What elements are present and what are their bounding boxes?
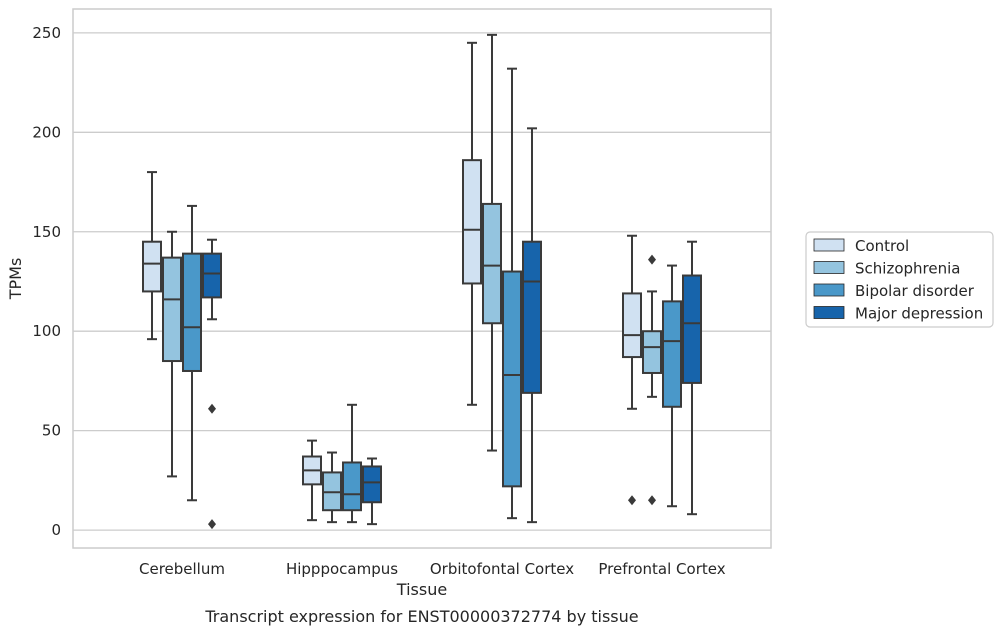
box-control-1 bbox=[302, 439, 322, 522]
box-iqr bbox=[682, 274, 702, 384]
box-bipolar-disorder-0 bbox=[182, 204, 202, 502]
y-tick-label-150: 150 bbox=[32, 223, 61, 241]
box-iqr bbox=[462, 159, 482, 285]
x-axis-label: Tissue bbox=[396, 580, 447, 599]
y-tick-label-0: 0 bbox=[51, 521, 61, 539]
box-schizophrenia-3 bbox=[642, 254, 662, 506]
legend-swatch-2 bbox=[813, 283, 845, 297]
x-tick-label-3: Prefrontal Cortex bbox=[598, 560, 725, 578]
box-bipolar-disorder-1 bbox=[342, 403, 362, 524]
x-tick-label-1: Hipppocampus bbox=[286, 560, 398, 578]
outlier-0 bbox=[628, 495, 636, 506]
legend-frame bbox=[805, 231, 994, 328]
box-iqr bbox=[482, 202, 502, 325]
chart-caption: Transcript expression for ENST0000037277… bbox=[204, 607, 638, 626]
box-major-depression-0 bbox=[202, 238, 222, 530]
x-tick-label-2: Orbitofontal Cortex bbox=[430, 560, 574, 578]
box-iqr bbox=[142, 240, 162, 293]
box-iqr bbox=[182, 252, 202, 372]
y-tick-label-200: 200 bbox=[32, 123, 61, 141]
outlier-1 bbox=[208, 519, 216, 530]
box-major-depression-1 bbox=[362, 457, 382, 526]
y-tick-labels: 0 50 100 150 200 250 bbox=[32, 24, 61, 539]
box-iqr bbox=[522, 240, 542, 394]
legend-swatch-3 bbox=[813, 306, 845, 319]
legend-label-2: Bipolar disorder bbox=[855, 282, 975, 300]
outlier-0 bbox=[648, 495, 656, 506]
box-iqr bbox=[362, 465, 382, 504]
box-control-2 bbox=[462, 41, 482, 406]
box-control-0 bbox=[142, 171, 162, 341]
box-iqr bbox=[622, 292, 642, 359]
y-axis-label: TPMs bbox=[6, 258, 25, 301]
y-tick-label-50: 50 bbox=[42, 422, 61, 440]
outlier-1 bbox=[648, 254, 656, 265]
x-tick-labels: Cerebellum Hipppocampus Orbitofontal Corte… bbox=[139, 560, 726, 578]
box-major-depression-2 bbox=[522, 127, 542, 524]
box-bipolar-disorder-2 bbox=[502, 67, 522, 520]
legend-label-1: Schizophrenia bbox=[855, 260, 960, 278]
box-major-depression-3 bbox=[682, 240, 702, 516]
legend: Control Schizophrenia Bipolar disorder Majo… bbox=[805, 231, 994, 328]
plot-frame bbox=[72, 8, 772, 549]
box-iqr bbox=[342, 461, 362, 512]
box-iqr bbox=[662, 300, 682, 408]
box-iqr bbox=[642, 330, 662, 374]
box-iqr bbox=[162, 256, 182, 363]
y-tick-label-100: 100 bbox=[32, 322, 61, 340]
box-schizophrenia-0 bbox=[162, 230, 182, 478]
box-control-3 bbox=[622, 234, 642, 506]
legend-swatch-1 bbox=[813, 261, 845, 274]
box-schizophrenia-1 bbox=[322, 451, 342, 524]
outlier-0 bbox=[208, 403, 216, 414]
legend-label-3: Major depression bbox=[855, 305, 983, 323]
box-iqr bbox=[502, 270, 522, 488]
x-tick-label-0: Cerebellum bbox=[139, 560, 225, 578]
legend-swatch-0 bbox=[813, 238, 845, 252]
box-bipolar-disorder-3 bbox=[662, 264, 682, 508]
box-iqr bbox=[202, 252, 222, 299]
y-tick-label-250: 250 bbox=[32, 24, 61, 42]
boxes bbox=[142, 33, 702, 530]
box-schizophrenia-2 bbox=[482, 33, 502, 452]
legend-label-0: Control bbox=[855, 237, 909, 255]
